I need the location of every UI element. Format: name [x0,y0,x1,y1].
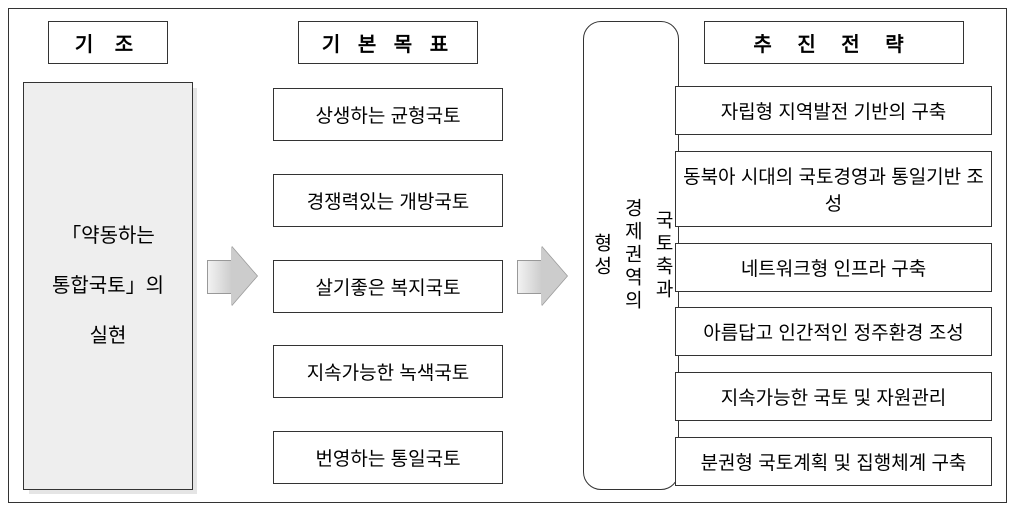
strategy-item: 동북아 시대의 국토경영과 통일기반 조성 [675,151,992,227]
strategy-item: 자립형 지역발전 기반의 구축 [675,86,992,135]
kizo-line1: 「약동하는 [61,211,155,261]
goal-item: 경쟁력있는 개방국토 [273,174,503,227]
strategy-item: 지속가능한 국토 및 자원관리 [675,372,992,421]
spacer [651,21,665,490]
goals-list: 상생하는 균형국토 경쟁력있는 개방국토 살기좋은 복지국토 지속가능한 녹색국… [273,82,503,490]
goal-item: 상생하는 균형국토 [273,88,503,141]
col-strategy: 추 진 전 략 자립형 지역발전 기반의 구축 동북아 시대의 국토경영과 통일… [675,21,992,490]
col-goals: 기 본 목 표 상생하는 균형국토 경쟁력있는 개방국토 살기좋은 복지국토 지… [273,21,503,490]
arrow-right-icon [517,246,569,306]
strategy-title: 추 진 전 략 [704,21,964,64]
kizo-line2: 통합국토」의 [52,261,164,311]
goal-item: 번영하는 통일국토 [273,431,503,484]
strategy-item: 아름답고 인간적인 정주환경 조성 [675,307,992,356]
col-vertical: 국토축과 경제권역의 형성 [583,21,641,490]
vertical-line2: 경제권역의 [619,198,644,313]
kizo-line3: 실현 [90,311,127,361]
strategy-item: 네트워크형 인프라 구축 [675,243,992,292]
col-kizo: 기 조 「약동하는 통합국토」의 실현 [23,21,193,490]
arrow-right-icon [207,246,259,306]
strategy-list: 자립형 지역발전 기반의 구축 동북아 시대의 국토경영과 통일기반 조성 네트… [675,82,992,490]
arrow-2-col [513,21,573,490]
arrow-1-col [203,21,263,490]
goal-item: 살기좋은 복지국토 [273,260,503,313]
diagram-container: 기 조 「약동하는 통합국토」의 실현 기 본 목 표 상생하는 균형국토 경쟁… [8,8,1007,503]
kizo-title: 기 조 [48,21,168,64]
vertical-line3: 형성 [588,233,613,279]
goals-title: 기 본 목 표 [298,21,478,64]
kizo-box: 「약동하는 통합국토」의 실현 [23,82,193,490]
goal-item: 지속가능한 녹색국토 [273,345,503,398]
kizo-box-wrap: 「약동하는 통합국토」의 실현 [23,82,193,490]
strategy-item: 분권형 국토계획 및 집행체계 구축 [675,437,992,486]
